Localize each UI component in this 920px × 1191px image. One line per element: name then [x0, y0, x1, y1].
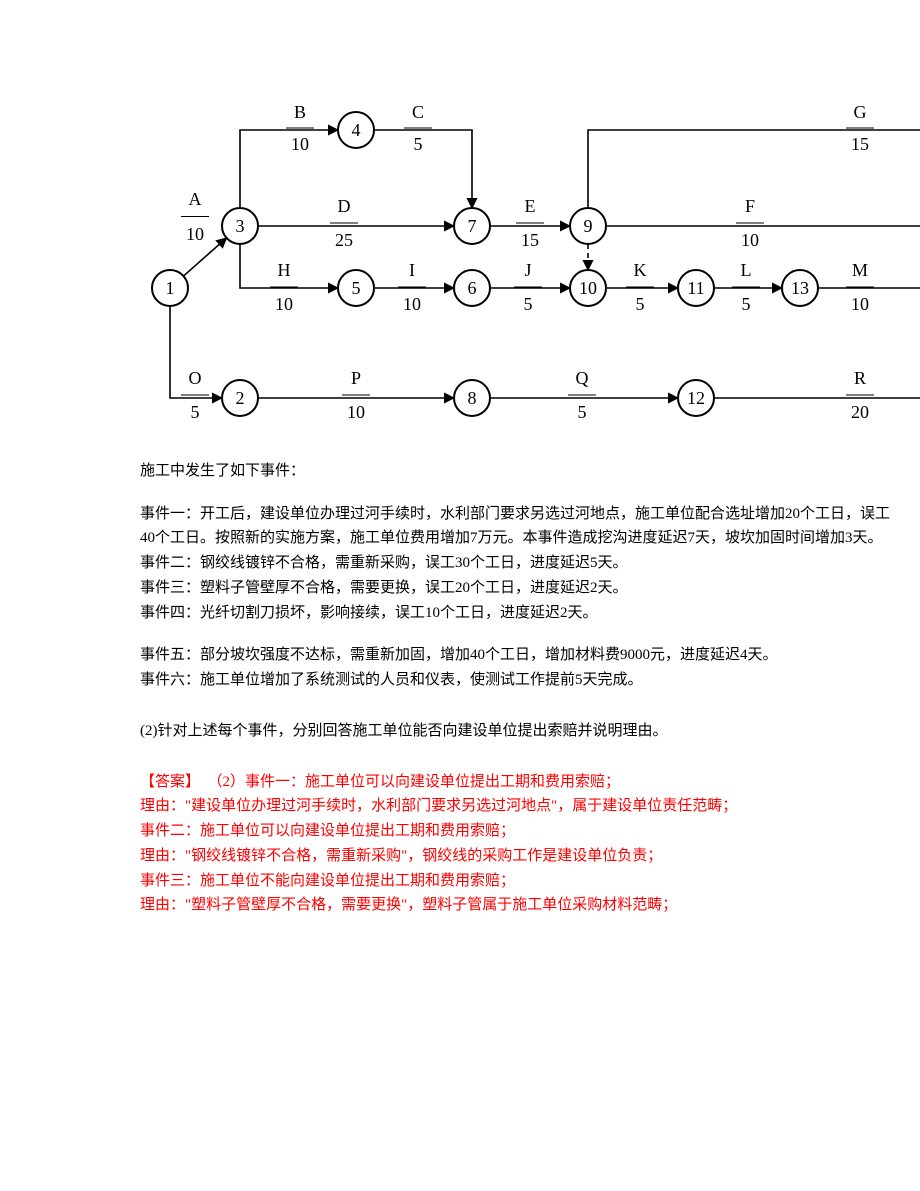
svg-text:1: 1 — [166, 278, 175, 298]
svg-text:11: 11 — [687, 278, 704, 298]
svg-text:10: 10 — [291, 134, 309, 154]
svg-text:5: 5 — [191, 402, 200, 422]
svg-text:5: 5 — [578, 402, 587, 422]
event-1: 事件一：开工后，建设单位办理过河手续时，水利部门要求另选过河地点，施工单位配合选… — [140, 502, 900, 552]
svg-text:3: 3 — [236, 216, 245, 236]
svg-text:E: E — [525, 196, 536, 216]
event-3: 事件三：塑料子管壁厚不合格，需要更换，误工20个工日，进度延迟2天。 — [140, 576, 900, 601]
svg-text:5: 5 — [352, 278, 361, 298]
svg-text:F: F — [745, 196, 755, 216]
content-text: 施工中发生了如下事件： 事件一：开工后，建设单位办理过河手续时，水利部门要求另选… — [140, 459, 900, 918]
svg-text:Q: Q — [576, 368, 589, 388]
svg-text:8: 8 — [468, 388, 477, 408]
answer-label: 【答案】 — [140, 774, 200, 790]
svg-text:15: 15 — [851, 134, 869, 154]
svg-text:5: 5 — [524, 294, 533, 314]
answer-e3-reason: 理由："塑料子管壁厚不合格，需要更换"，塑料子管属于施工单位采购材料范畴； — [140, 893, 900, 918]
svg-text:G: G — [854, 102, 867, 122]
svg-text:M: M — [852, 260, 868, 280]
svg-text:4: 4 — [352, 120, 361, 140]
svg-text:10: 10 — [275, 294, 293, 314]
svg-text:5: 5 — [636, 294, 645, 314]
svg-text:20: 20 — [851, 402, 869, 422]
answer-e2: 事件二：施工单位可以向建设单位提出工期和费用索赔； — [140, 819, 900, 844]
svg-text:C: C — [412, 102, 424, 122]
event-4: 事件四：光纤切割刀损坏，影响接续，误工10个工日，进度延迟2天。 — [140, 601, 900, 626]
svg-text:2: 2 — [236, 388, 245, 408]
answer-e1: 【答案】 （2）事件一：施工单位可以向建设单位提出工期和费用索赔； — [140, 770, 900, 795]
svg-text:5: 5 — [414, 134, 423, 154]
intro-line: 施工中发生了如下事件： — [140, 459, 900, 484]
question-2: (2)针对上述每个事件，分别回答施工单位能否向建设单位提出索赔并说明理由。 — [140, 719, 900, 744]
event-6: 事件六：施工单位增加了系统测试的人员和仪表，使测试工作提前5天完成。 — [140, 668, 900, 693]
svg-text:5: 5 — [742, 294, 751, 314]
svg-text:D: D — [338, 196, 351, 216]
svg-text:9: 9 — [584, 216, 593, 236]
event-5: 事件五：部分坡坎强度不达标，需重新加固，增加40个工日，增加材料费9000元，进… — [140, 643, 900, 668]
answer-e2-reason: 理由："钢绞线镀锌不合格，需重新采购"，钢绞线的采购工作是建设单位负责； — [140, 844, 900, 869]
svg-text:O: O — [189, 368, 202, 388]
svg-text:P: P — [351, 368, 361, 388]
svg-text:10: 10 — [347, 402, 365, 422]
page: A10B10C5D25E15F10G15H10I10J5K5L5M10O5P10… — [0, 0, 920, 958]
svg-text:A: A — [189, 189, 202, 209]
svg-text:15: 15 — [521, 230, 539, 250]
svg-text:B: B — [294, 102, 306, 122]
event-2: 事件二：钢绞线镀锌不合格，需重新采购，误工30个工日，进度延迟5天。 — [140, 551, 900, 576]
svg-text:10: 10 — [851, 294, 869, 314]
answer-e3: 事件三：施工单位不能向建设单位提出工期和费用索赔； — [140, 869, 900, 894]
svg-text:12: 12 — [687, 388, 705, 408]
svg-text:10: 10 — [403, 294, 421, 314]
svg-text:H: H — [278, 260, 291, 280]
svg-text:7: 7 — [468, 216, 477, 236]
svg-text:J: J — [524, 260, 531, 280]
svg-text:K: K — [634, 260, 647, 280]
svg-text:6: 6 — [468, 278, 477, 298]
svg-text:10: 10 — [741, 230, 759, 250]
svg-text:L: L — [741, 260, 752, 280]
svg-text:I: I — [409, 260, 415, 280]
svg-text:R: R — [854, 368, 866, 388]
svg-text:13: 13 — [791, 278, 809, 298]
svg-text:25: 25 — [335, 230, 353, 250]
answer-e1-reason: 理由："建设单位办理过河手续时，水利部门要求另选过河地点"，属于建设单位责任范畴… — [140, 794, 900, 819]
svg-text:10: 10 — [186, 224, 204, 244]
answer-e1-text: （2）事件一：施工单位可以向建设单位提出工期和费用索赔； — [208, 774, 621, 790]
svg-text:10: 10 — [579, 278, 597, 298]
network-diagram: A10B10C5D25E15F10G15H10I10J5K5L5M10O5P10… — [0, 0, 920, 434]
